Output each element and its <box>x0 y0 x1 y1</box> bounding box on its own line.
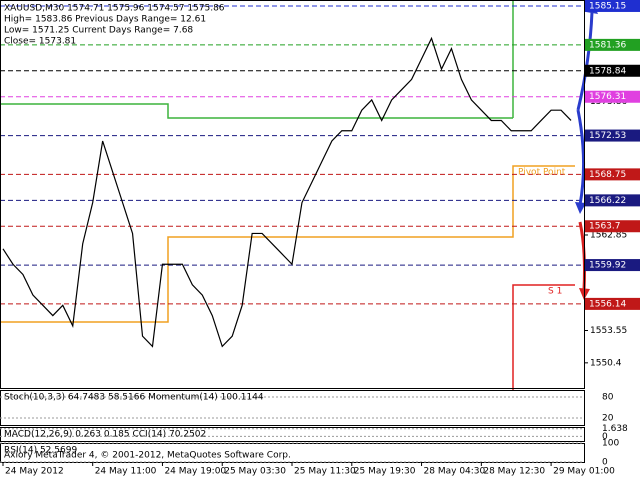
level-box <box>585 64 640 77</box>
level-box <box>585 38 640 51</box>
price-line <box>2 36 572 348</box>
x-tick-label: 24 May 11:00 <box>95 467 157 477</box>
level-box <box>585 259 640 272</box>
x-tick-label: 28 May 12:30 <box>483 467 545 477</box>
x-tick-label: 25 May 11:30 <box>294 467 356 477</box>
panel-frame <box>0 390 585 426</box>
pivot-history <box>0 103 513 119</box>
level-label: 1581.36 <box>589 40 626 50</box>
level-box <box>585 0 640 12</box>
pivot-history <box>0 165 575 323</box>
panel-label: RSI(14) 52.5699 <box>4 446 77 456</box>
arrow <box>576 11 594 111</box>
level-box <box>585 220 640 233</box>
y-tick-label: 1550.4 <box>590 358 622 368</box>
header-line: High= 1583.86 Previous Days Range= 12.61 <box>4 15 206 25</box>
header-line: Low= 1571.25 Current Days Range= 7.68 <box>4 26 193 36</box>
x-tick-label: 28 May 04:30 <box>424 467 486 477</box>
level-label: 1556.14 <box>589 299 626 309</box>
level-label: 1585.15 <box>589 1 626 11</box>
arrow <box>576 109 586 206</box>
header-line: Close= 1573.81 <box>4 37 76 47</box>
level-label: 1578.84 <box>589 66 626 76</box>
level-label: 1566.22 <box>589 196 626 206</box>
plot <box>2 36 572 348</box>
panel-tick-label: 0 <box>602 432 608 442</box>
level-label: 1568.75 <box>589 170 626 180</box>
s1-history <box>512 284 575 390</box>
level-box <box>585 297 640 310</box>
x-tick-label: 25 May 19:30 <box>354 467 416 477</box>
x-tick-label: 24 May 19:00 <box>164 467 226 477</box>
x-tick-label: 29 May 01:00 <box>553 467 615 477</box>
panel-tick-label: 80 <box>602 393 614 403</box>
annotation: S 1 <box>548 287 562 297</box>
panel-frame <box>0 427 585 442</box>
level-label: 1563.7 <box>589 222 621 232</box>
level-box <box>585 129 640 142</box>
panel-label: MACD(12,26,9) 0.263 0.185 CCI(14) 70.250… <box>4 430 206 440</box>
y-tick-label: 1553.55 <box>590 326 627 336</box>
arrow-head <box>575 202 586 214</box>
main-frame <box>0 0 585 389</box>
level-label: 1572.53 <box>589 131 626 141</box>
footer: Axiory MetaTrader 4, © 2001-2012, MetaQu… <box>4 451 291 461</box>
header-line: XAUUSD,M30 1574.71 1575.96 1574.57 1575.… <box>4 4 225 14</box>
x-tick-label: 24 May 2012 <box>5 467 64 477</box>
y-tick-label: 1562.85 <box>590 230 627 240</box>
panel-tick-label: 1.638 <box>602 424 628 434</box>
level-box <box>585 194 640 207</box>
panel-tick-label: 100 <box>602 439 619 449</box>
panel-tick-label: 20 <box>602 414 614 424</box>
panels: 80 20 Stoch(10,3,3) 64.7483 58.5166 Moment… <box>0 390 628 468</box>
annotation: Pivot Point <box>518 168 566 178</box>
level-box <box>585 90 640 103</box>
header: XAUUSD,M30 1574.71 1575.96 1574.57 1575.… <box>4 4 225 47</box>
panel-label: Stoch(10,3,3) 64.7483 58.5166 Momentum(1… <box>4 393 264 403</box>
panel-tick-label: 0 <box>602 458 608 468</box>
x-tick-label: 25 May 03:30 <box>224 467 286 477</box>
level-label: 1559.92 <box>589 261 626 271</box>
level-box <box>585 168 640 181</box>
level-label: 1576.31 <box>589 92 626 102</box>
